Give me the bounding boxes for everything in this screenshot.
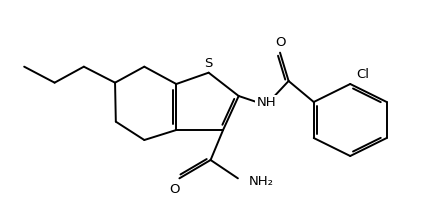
Text: S: S [205, 57, 213, 70]
Text: O: O [275, 36, 285, 49]
Text: Cl: Cl [356, 68, 369, 81]
Text: NH₂: NH₂ [249, 175, 274, 188]
Text: NH: NH [257, 96, 276, 109]
Text: O: O [169, 183, 180, 196]
